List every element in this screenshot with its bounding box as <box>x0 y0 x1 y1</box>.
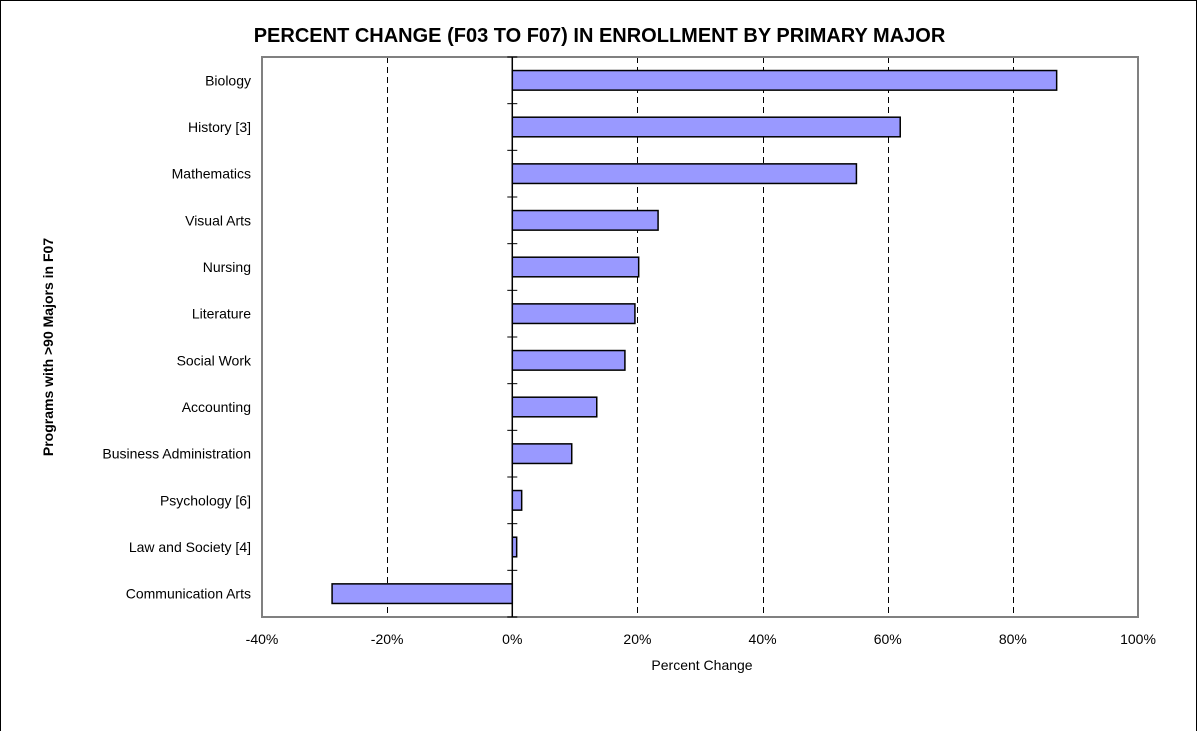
bar <box>511 303 636 325</box>
x-tick-label: 80% <box>999 631 1027 647</box>
category-label: Social Work <box>177 352 252 368</box>
chart-title: PERCENT CHANGE (F03 TO F07) IN ENROLLMEN… <box>253 25 946 47</box>
bar <box>511 443 573 465</box>
bar <box>511 163 858 185</box>
category-label: Visual Arts <box>185 212 251 228</box>
category-label: Nursing <box>203 259 251 275</box>
bar <box>511 256 640 278</box>
category-axis <box>507 56 518 618</box>
category-labels: Biology History [3] Mathematics Visual Arts… <box>102 72 252 601</box>
category-label: Mathematics <box>172 166 251 182</box>
bar <box>331 583 514 605</box>
bar <box>511 489 523 511</box>
category-label: Business Administration <box>102 446 251 462</box>
bar <box>511 69 1058 91</box>
x-tick-label: -40% <box>246 631 279 647</box>
x-tick-label: 0% <box>502 631 522 647</box>
bar <box>511 396 598 418</box>
x-tick-label: 60% <box>874 631 902 647</box>
plot-border <box>261 56 1139 618</box>
y-axis-title: Programs with >90 Majors in F07 <box>40 238 56 456</box>
category-label: Law and Society [4] <box>129 539 251 555</box>
category-label: Psychology [6] <box>160 492 251 508</box>
grid-lines <box>387 57 1014 617</box>
category-label: Communication Arts <box>126 586 251 602</box>
x-axis-title: Percent Change <box>651 657 752 673</box>
category-label: Literature <box>192 306 251 322</box>
x-tick-labels: -40% -20% 0% 20% 40% 60% 80% 100% <box>246 631 1156 647</box>
x-tick-label: 40% <box>749 631 777 647</box>
bar <box>511 209 659 231</box>
category-label: Accounting <box>182 399 251 415</box>
category-label: Biology <box>205 72 251 88</box>
bars <box>331 69 1058 605</box>
x-tick-label: 100% <box>1120 631 1156 647</box>
bar <box>511 349 626 371</box>
bar <box>511 116 901 138</box>
x-tick-label: -20% <box>371 631 404 647</box>
x-tick-label: 20% <box>623 631 651 647</box>
category-label: History [3] <box>188 119 251 135</box>
